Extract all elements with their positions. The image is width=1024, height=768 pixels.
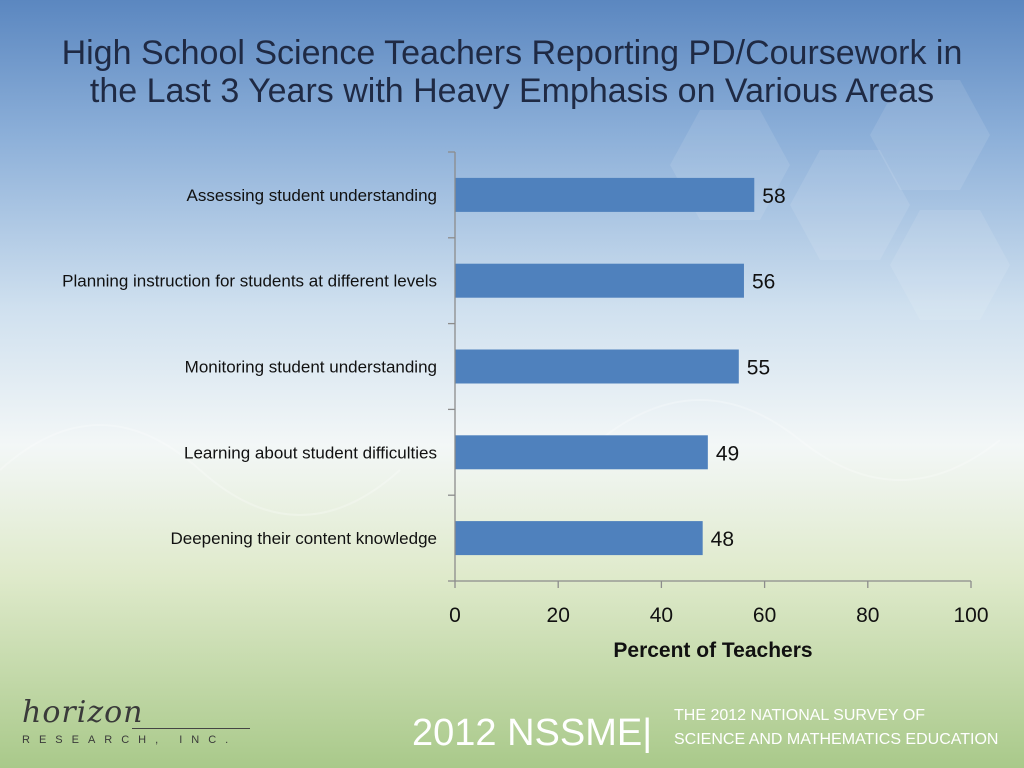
x-tick-label-3: 60 <box>753 604 776 627</box>
category-label-0: Assessing student understanding <box>187 186 437 205</box>
value-label-0: 58 <box>762 185 785 208</box>
bar-1 <box>455 263 744 298</box>
footer-survey-short: 2012 NSSME| <box>412 712 653 754</box>
value-label-4: 48 <box>711 528 734 551</box>
bars <box>455 177 755 556</box>
x-tick-label-5: 100 <box>953 604 988 627</box>
footer-survey-full: THE 2012 NATIONAL SURVEY OF SCIENCE AND … <box>674 704 998 752</box>
x-tick-label-0: 0 <box>449 604 461 627</box>
bar-4 <box>455 521 703 556</box>
logo-underline <box>132 728 250 729</box>
value-labels: 58 56 55 49 48 <box>711 185 786 551</box>
bar-3 <box>455 435 708 470</box>
logo-subtitle: RESEARCH, INC. <box>22 734 238 746</box>
category-label-2: Monitoring student understanding <box>185 358 437 377</box>
bar-0 <box>455 177 755 212</box>
x-tick-label-1: 20 <box>547 604 570 627</box>
category-label-1: Planning instruction for students at dif… <box>62 272 437 291</box>
axes <box>448 151 972 588</box>
footer-survey-line-1: THE 2012 NATIONAL SURVEY OF <box>674 707 926 724</box>
bar-2 <box>455 349 739 384</box>
value-label-1: 56 <box>752 271 775 294</box>
footer-survey-line-2: SCIENCE AND MATHEMATICS EDUCATION <box>674 731 999 748</box>
value-label-3: 49 <box>716 442 739 465</box>
x-tick-label-4: 80 <box>856 604 879 627</box>
x-tick-labels: 0 20 40 60 80 100 <box>449 604 988 627</box>
category-labels: Assessing student understanding Planning … <box>62 186 437 548</box>
logo-script-text: horizon <box>22 695 144 730</box>
category-label-4: Deepening their content knowledge <box>170 529 437 548</box>
value-label-2: 55 <box>747 357 770 380</box>
horizon-research-logo: horizon RESEARCH, INC. <box>22 698 252 750</box>
chart-title: High School Science Teachers Reporting P… <box>61 34 963 110</box>
x-tick-label-2: 40 <box>650 604 673 627</box>
category-label-3: Learning about student difficulties <box>184 443 437 462</box>
x-axis-title: Percent of Teachers <box>613 639 812 662</box>
